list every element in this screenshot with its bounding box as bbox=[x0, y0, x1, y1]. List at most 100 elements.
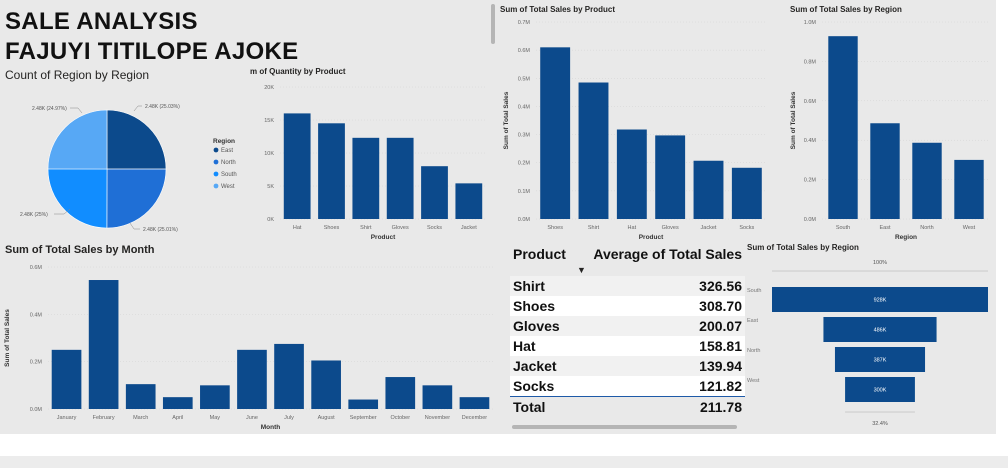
bar-july[interactable] bbox=[274, 343, 304, 409]
funnel-bar-north[interactable] bbox=[834, 347, 926, 372]
x-tick-label: Shoes bbox=[547, 225, 563, 231]
sales-product-title: Sum of Total Sales by Product bbox=[500, 5, 615, 14]
y-tick-label: 0.3M bbox=[518, 133, 531, 139]
y-tick-label: 20K bbox=[264, 85, 274, 91]
pie-slice-west[interactable] bbox=[47, 109, 108, 170]
x-tick-label: October bbox=[391, 415, 411, 421]
pie-data-label: 2.48K (25.03%) bbox=[145, 104, 180, 110]
x-tick-label: North bbox=[920, 225, 933, 231]
x-tick-label: June bbox=[246, 415, 258, 421]
x-tick-label: November bbox=[425, 415, 451, 421]
funnel-category-label: North bbox=[747, 348, 760, 354]
bar-west[interactable] bbox=[954, 159, 984, 219]
bar-october[interactable] bbox=[385, 377, 416, 409]
x-tick-label: Gloves bbox=[392, 225, 409, 231]
bar-september[interactable] bbox=[348, 399, 379, 409]
x-tick-label: Socks bbox=[427, 225, 442, 231]
column-header-product[interactable]: Product bbox=[513, 246, 566, 262]
leader-line bbox=[129, 222, 140, 230]
bar-jacket[interactable] bbox=[455, 183, 483, 219]
page-navigation-bar bbox=[0, 456, 1008, 468]
sales-by-region-chart[interactable]: 0.0M 0.2M 0.4M 0.6M 0.8M 1.0M South East North We… bbox=[786, 16, 991, 252]
column-header-avg-sales[interactable]: Average of Total Sales bbox=[593, 246, 742, 262]
funnel-chart[interactable]: 100% 928K South 486K East 387K North 300K West 32… bbox=[745, 254, 990, 429]
sales-month-title: Sum of Total Sales by Month bbox=[5, 244, 155, 256]
pie-data-label: 2.48K (25.01%) bbox=[143, 227, 178, 233]
bar-shirt[interactable] bbox=[352, 137, 380, 219]
legend-item: North bbox=[221, 160, 236, 166]
bar-february[interactable] bbox=[88, 280, 119, 409]
bar-april[interactable] bbox=[162, 397, 193, 409]
funnel-data-label: 387K bbox=[874, 358, 887, 364]
sales-by-month-chart[interactable]: 0.0M 0.2M 0.4M 0.6M January February March Apri… bbox=[0, 258, 495, 433]
bar-march[interactable] bbox=[125, 384, 156, 409]
table-row[interactable]: Shoes 308.70 bbox=[510, 296, 745, 316]
bar-january[interactable] bbox=[51, 349, 82, 409]
bar-shoes[interactable] bbox=[318, 123, 345, 219]
legend-item: West bbox=[221, 184, 235, 190]
x-axis-label: Product bbox=[639, 234, 664, 241]
y-tick-label: 0.2M bbox=[30, 360, 43, 366]
x-tick-label: Socks bbox=[739, 225, 754, 231]
y-tick-label: 0.0M bbox=[518, 217, 531, 223]
avg-sales-table[interactable]: Product Average of Total Sales ▼ Shirt 32… bbox=[510, 246, 745, 417]
bar-jacket[interactable] bbox=[693, 160, 724, 219]
pie-slice-east[interactable] bbox=[106, 109, 167, 170]
legend-title: Region bbox=[213, 138, 235, 145]
bar-north[interactable] bbox=[912, 142, 942, 219]
x-tick-label: Hat bbox=[293, 225, 302, 231]
table-row[interactable]: Hat 158.81 bbox=[510, 336, 745, 356]
pie-data-label: 2.48K (25%) bbox=[20, 212, 48, 218]
funnel-category-label: West bbox=[747, 378, 760, 384]
table-row[interactable]: Shirt 326.56 bbox=[510, 276, 745, 296]
table-scrollbar[interactable] bbox=[512, 425, 737, 429]
bar-june[interactable] bbox=[237, 349, 267, 409]
y-tick-label: 10K bbox=[264, 151, 274, 157]
y-tick-label: 0.6M bbox=[518, 48, 531, 54]
bar-december[interactable] bbox=[459, 397, 490, 409]
x-tick-label: Shoes bbox=[324, 225, 340, 231]
table-row[interactable]: Jacket 139.94 bbox=[510, 356, 745, 376]
y-axis-label: Sum of Total Sales bbox=[503, 91, 510, 149]
bar-gloves[interactable] bbox=[655, 135, 686, 219]
bar-socks[interactable] bbox=[421, 166, 448, 219]
x-tick-label: Gloves bbox=[662, 225, 679, 231]
funnel-category-label: South bbox=[747, 288, 761, 294]
table-row[interactable]: Socks 121.82 bbox=[510, 376, 745, 396]
pie-chart[interactable]: 2.48K (24.97%) 2.48K (25.03%) 2.48K (25%) 2… bbox=[0, 92, 250, 237]
bar-socks[interactable] bbox=[731, 167, 762, 219]
y-tick-label: 0.4M bbox=[804, 138, 817, 144]
sort-descending-icon[interactable]: ▼ bbox=[577, 265, 586, 275]
x-tick-label: September bbox=[350, 415, 377, 421]
table-row[interactable]: Gloves 200.07 bbox=[510, 316, 745, 336]
visual-scrollbar[interactable] bbox=[491, 4, 495, 44]
pie-slice-north[interactable] bbox=[106, 168, 167, 229]
bar-shoes[interactable] bbox=[540, 47, 571, 220]
x-tick-label: August bbox=[318, 415, 336, 421]
funnel-data-label: 300K bbox=[874, 388, 887, 394]
bar-august[interactable] bbox=[311, 360, 341, 409]
x-tick-label: Hat bbox=[628, 225, 637, 231]
bar-november[interactable] bbox=[422, 385, 453, 409]
bar-hat[interactable] bbox=[616, 129, 647, 219]
bar-east[interactable] bbox=[870, 123, 900, 219]
y-axis-label: Sum of Total Sales bbox=[4, 309, 11, 367]
x-tick-label: Shirt bbox=[360, 225, 372, 231]
funnel-bar-east[interactable] bbox=[823, 317, 937, 342]
y-tick-label: 1.0M bbox=[804, 20, 817, 26]
funnel-bar-south[interactable] bbox=[772, 287, 988, 312]
bar-gloves[interactable] bbox=[386, 137, 414, 219]
bar-south[interactable] bbox=[828, 36, 858, 220]
funnel-bottom-label: 32.4% bbox=[872, 421, 888, 427]
pie-slice-south[interactable] bbox=[47, 168, 108, 229]
table-total-row: Total 211.78 bbox=[510, 396, 745, 417]
funnel-bar-west[interactable] bbox=[845, 377, 915, 402]
x-tick-label: February bbox=[93, 415, 115, 421]
sales-by-product-chart[interactable]: 0.0M 0.1M 0.2M 0.3M 0.4M 0.5M 0.6M 0.7M Shoes Shi… bbox=[498, 16, 768, 252]
bar-may[interactable] bbox=[200, 385, 230, 409]
x-tick-label: East bbox=[879, 225, 890, 231]
qty-by-product-chart[interactable]: 0K 5K 10K 15K 20K Hat Shoes Shirt Gloves Socks Jac… bbox=[248, 80, 488, 241]
legend-marker bbox=[213, 171, 219, 177]
bar-hat[interactable] bbox=[283, 113, 311, 219]
bar-shirt[interactable] bbox=[578, 82, 609, 219]
